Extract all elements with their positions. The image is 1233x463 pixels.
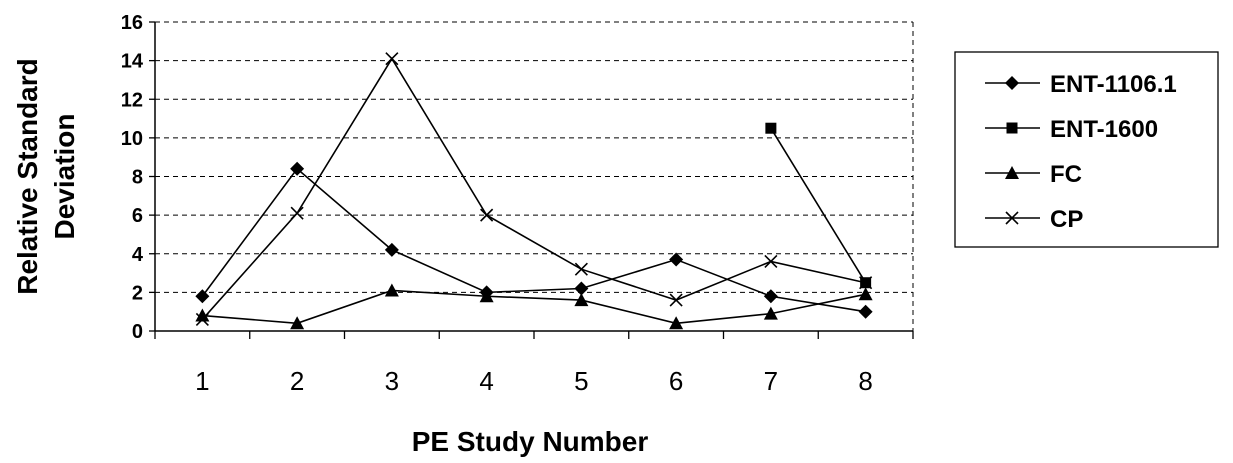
- data-point: [669, 316, 684, 330]
- series-cp: [195, 52, 873, 326]
- data-point: [574, 262, 588, 276]
- y-tick-label: 12: [121, 89, 143, 111]
- data-point: [574, 293, 589, 307]
- series-line: [770, 127, 867, 284]
- data-point: [384, 283, 399, 297]
- data-point: [385, 52, 399, 66]
- data-point: [764, 254, 778, 269]
- data-point: [765, 122, 777, 134]
- data-point: [574, 281, 589, 296]
- legend-item: ENT-1106.1: [985, 71, 1177, 98]
- y-axis-title-line: Relative Standard: [12, 58, 43, 295]
- y-tick-label: 16: [121, 12, 143, 34]
- data-point: [384, 242, 399, 257]
- y-tick-labels: 0 2 4 6 8 10 12 14 16: [121, 12, 144, 343]
- data-point: [669, 293, 683, 307]
- legend-box: [954, 51, 1219, 248]
- data-point: [1005, 166, 1019, 179]
- x-tick-label: 3: [385, 366, 399, 396]
- legend-item: ENT-1600: [985, 116, 1158, 143]
- gridlines: [155, 21, 914, 331]
- legend-label: FC: [1050, 161, 1082, 188]
- data-point: [290, 206, 304, 220]
- data-point: [858, 287, 873, 301]
- y-tick-label: 8: [132, 167, 143, 189]
- y-tick-label: 10: [121, 128, 143, 150]
- series-group: [195, 52, 873, 330]
- legend-label: CP: [1050, 206, 1083, 233]
- y-tick-label: 14: [121, 51, 144, 73]
- y-axis-title: Relative Standard Deviation: [12, 58, 80, 295]
- x-tick-label: 7: [764, 366, 778, 396]
- legend-item: CP: [985, 206, 1083, 233]
- data-point: [1005, 76, 1019, 90]
- series-ent-1106-1: [195, 161, 873, 319]
- x-tick-labels: 1 2 3 4 5 6 7 8: [195, 366, 873, 396]
- y-axis-title-line: Deviation: [49, 113, 80, 239]
- x-tick-label: 8: [858, 366, 872, 396]
- series-line: [202, 289, 866, 325]
- y-tick-label: 0: [132, 321, 143, 343]
- x-tick-label: 2: [290, 366, 304, 396]
- y-tick-label: 4: [132, 244, 144, 266]
- data-point: [858, 304, 873, 319]
- series-line: [201, 167, 866, 313]
- x-tick-label: 4: [479, 366, 493, 396]
- data-point: [195, 312, 209, 326]
- data-point: [763, 306, 778, 320]
- data-point: [480, 208, 494, 222]
- legend-label: ENT-1600: [1050, 116, 1158, 143]
- legend: ENT-1106.1 ENT-1600 FC CP: [954, 51, 1219, 248]
- x-tick-label: 5: [574, 366, 588, 396]
- x-axis-title: PE Study Number: [412, 426, 649, 457]
- series-fc: [195, 283, 873, 330]
- legend-item: FC: [985, 161, 1082, 188]
- series-line: [201, 57, 866, 320]
- x-tick-label: 6: [669, 366, 683, 396]
- axes: [149, 21, 914, 339]
- data-point: [763, 289, 778, 304]
- data-point: [290, 161, 305, 176]
- data-point: [859, 276, 873, 290]
- data-point: [1005, 211, 1019, 225]
- data-point: [195, 289, 210, 304]
- data-point: [479, 289, 494, 303]
- data-point: [290, 316, 305, 330]
- data-point: [1006, 122, 1018, 134]
- y-tick-label: 6: [132, 205, 143, 227]
- data-point: [195, 308, 210, 322]
- y-tick-label: 2: [132, 282, 143, 304]
- data-point: [669, 252, 684, 267]
- x-tick-label: 1: [195, 366, 209, 396]
- legend-label: ENT-1106.1: [1050, 71, 1177, 98]
